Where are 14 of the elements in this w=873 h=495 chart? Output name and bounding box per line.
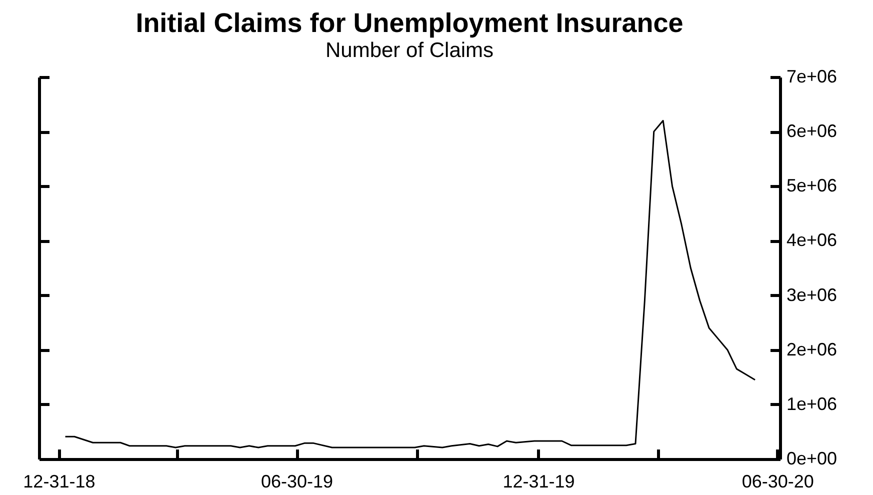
y-tick-label: 1e+06 xyxy=(786,394,838,414)
x-tick-label: 12-31-18 xyxy=(23,472,96,492)
x-tick-label: 12-31-19 xyxy=(502,472,575,492)
y-tick-label: 7e+06 xyxy=(786,66,838,86)
y-tick-label: 5e+06 xyxy=(786,176,838,196)
y-tick-label: 4e+06 xyxy=(786,230,838,250)
chart-subtitle: Number of Claims xyxy=(325,39,494,62)
x-tick-label: 06-30-20 xyxy=(742,472,814,492)
x-tick-label: 06-30-19 xyxy=(260,472,334,492)
y-tick-label: 2e+06 xyxy=(786,339,838,360)
y-tick-label: 6e+06 xyxy=(786,121,838,142)
y-tick-label: 0e+00 xyxy=(786,448,838,468)
y-tick-label: 3e+06 xyxy=(786,284,838,305)
chart-title: Initial Claims for Unemployment Insurance xyxy=(136,8,684,38)
